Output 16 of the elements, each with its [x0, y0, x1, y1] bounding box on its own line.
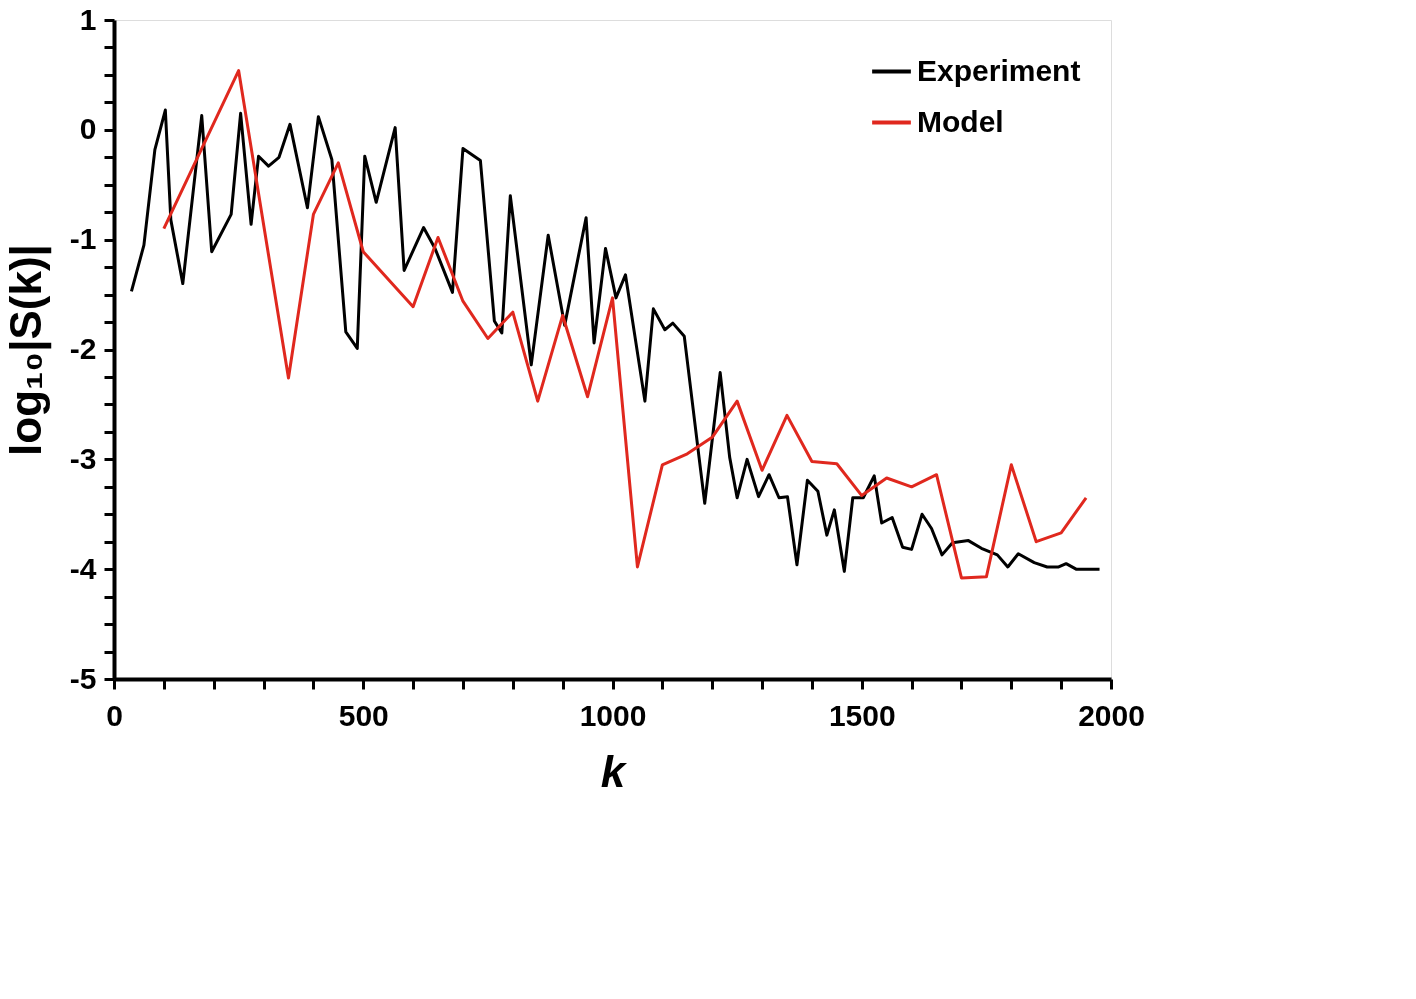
- y-tick-label: -3: [69, 441, 97, 475]
- x-tick-label: 2000: [1078, 698, 1145, 732]
- legend-label: Experiment: [917, 53, 1081, 87]
- x-tick-label: 1500: [828, 698, 896, 732]
- y-tick-label: -1: [69, 222, 97, 256]
- y-tick-label: 0: [79, 112, 97, 146]
- y-tick-label: -4: [69, 551, 97, 585]
- legend-label: Model: [917, 104, 1004, 138]
- y-tick-label: -5: [69, 661, 97, 695]
- x-tick-label: 0: [106, 698, 123, 732]
- y-tick-label: 1: [79, 2, 97, 36]
- y-axis-title: log₁₀|S(k)|: [0, 244, 52, 456]
- x-tick-label: 1000: [579, 698, 647, 732]
- y-tick-label: -2: [69, 332, 97, 365]
- x-tick-label: 500: [338, 698, 389, 732]
- x-axis-title: k: [600, 746, 628, 796]
